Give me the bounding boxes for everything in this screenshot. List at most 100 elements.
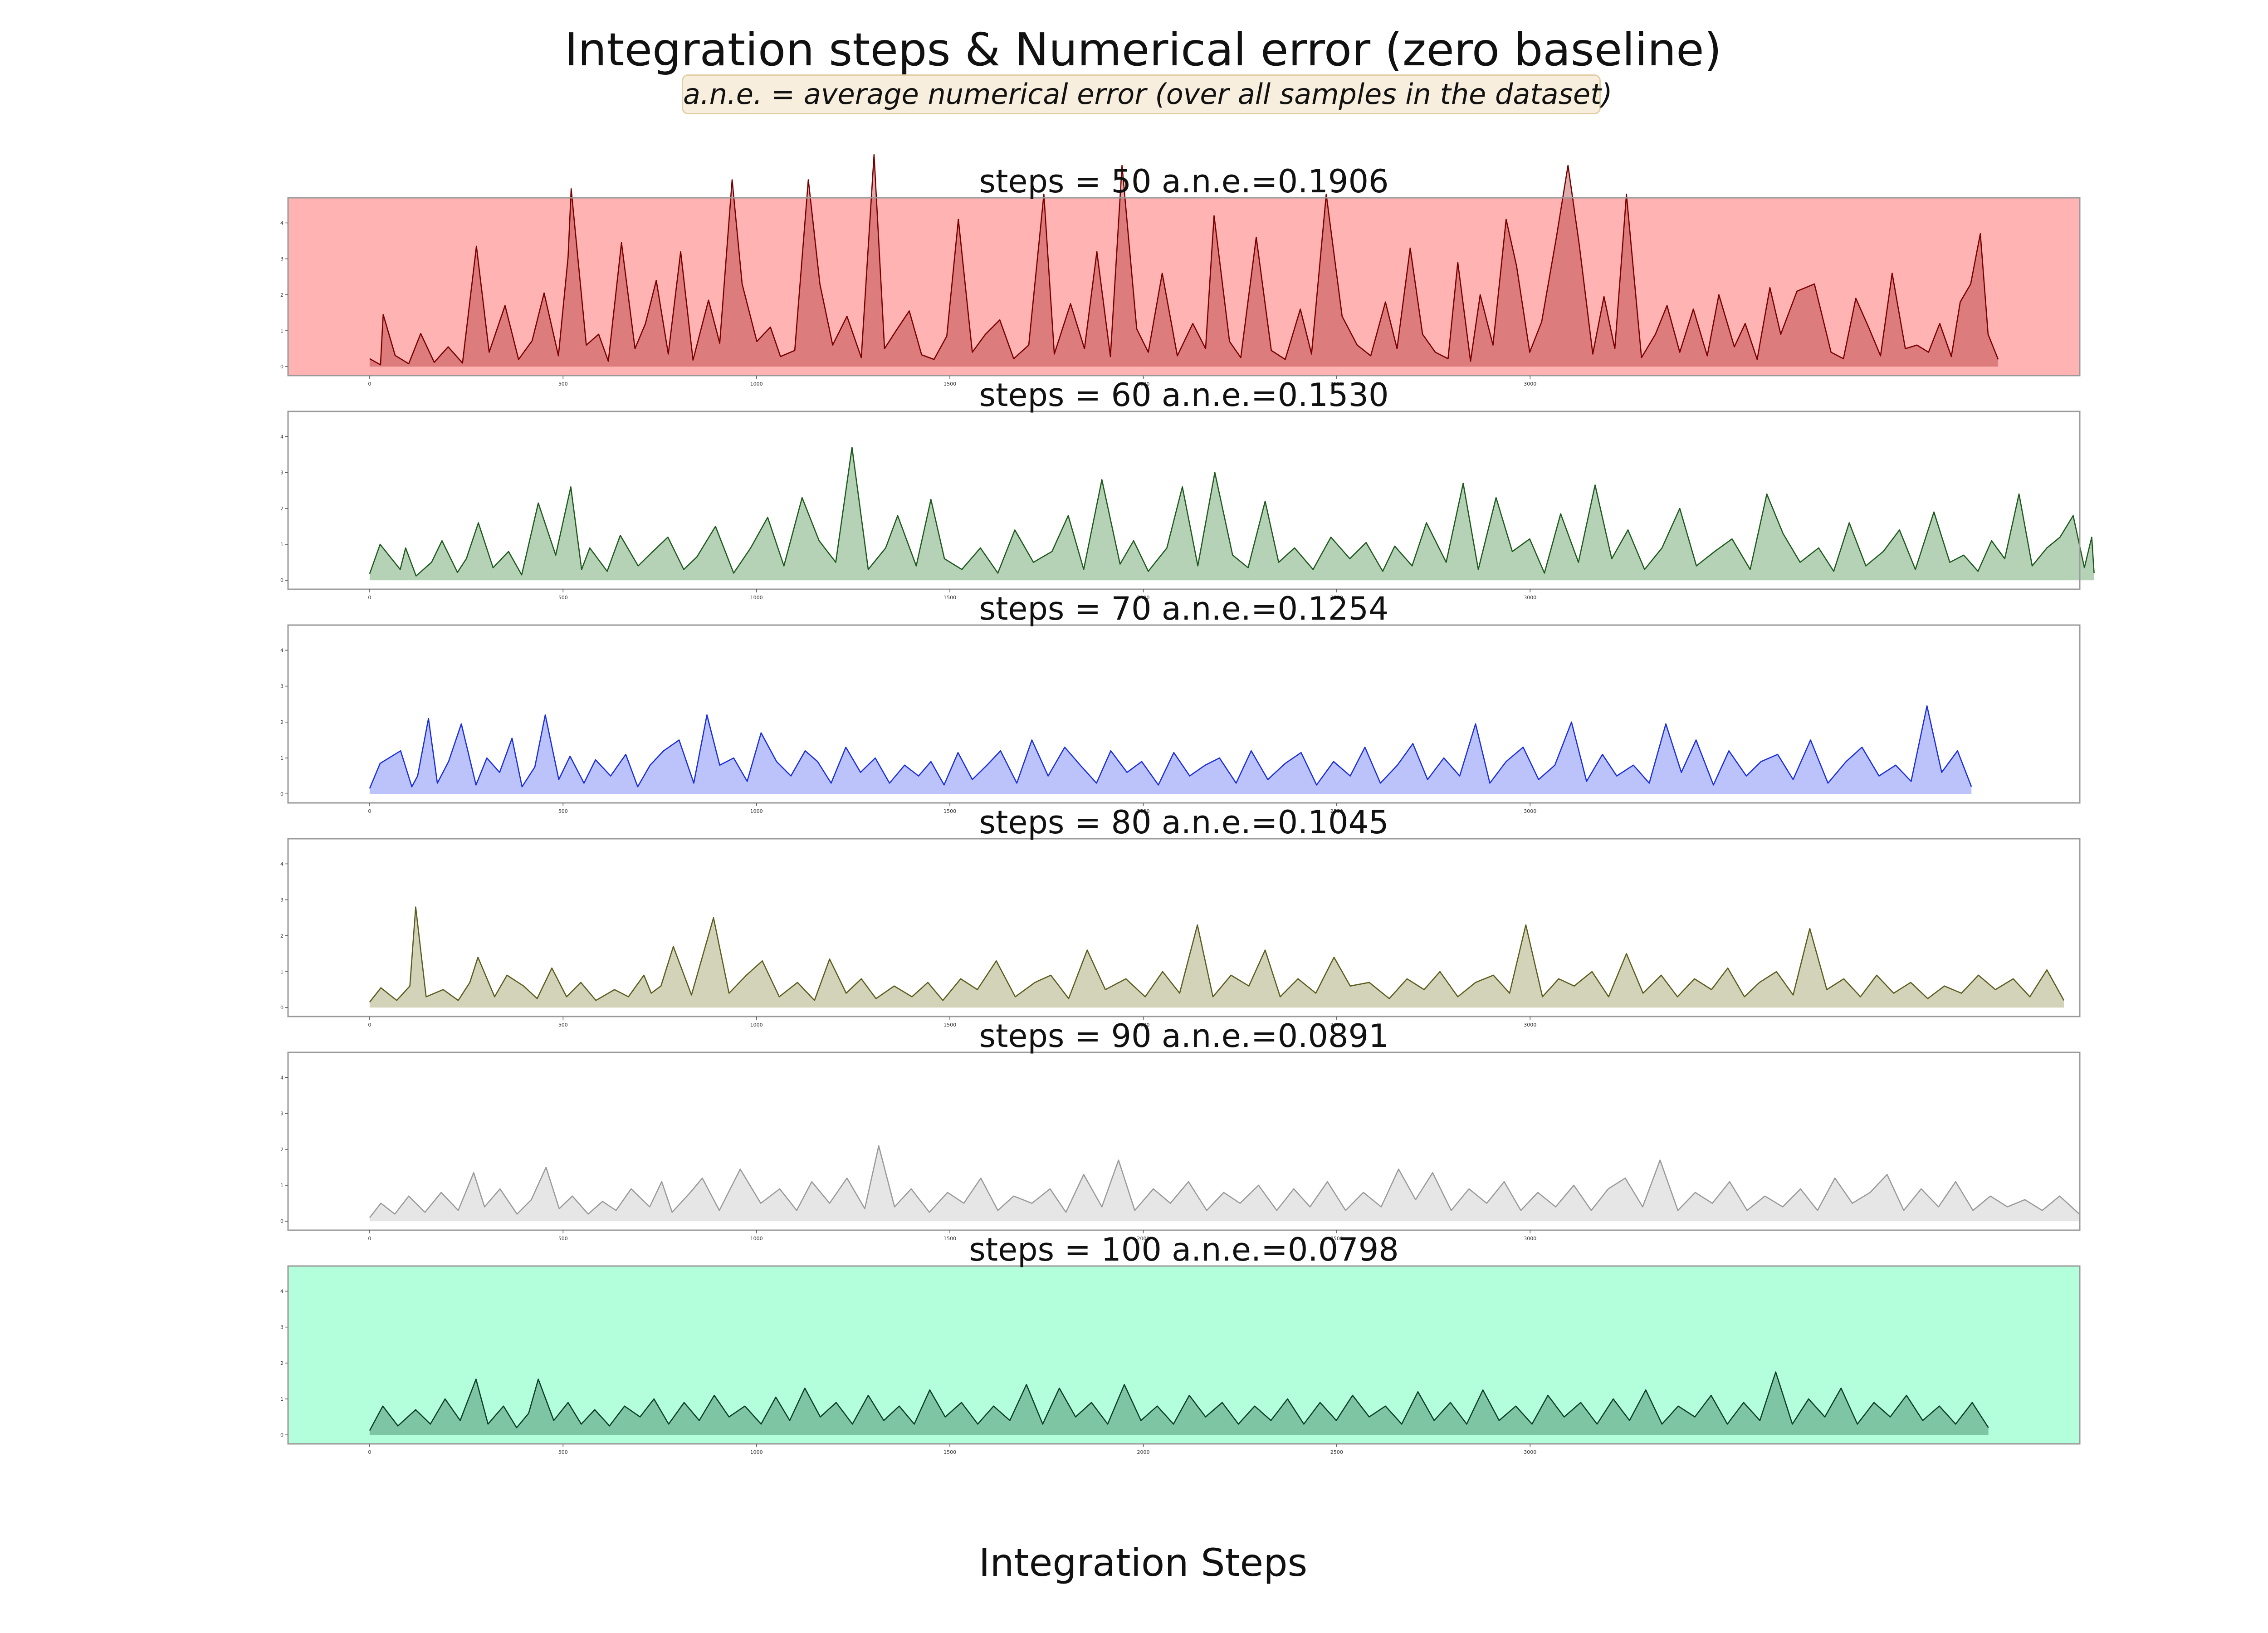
error-line xyxy=(369,1145,2080,1218)
panel-background xyxy=(288,625,2080,803)
y-tick-label: 4 xyxy=(280,1288,284,1294)
x-tick-label: 2000 xyxy=(1137,381,1149,387)
error-area xyxy=(369,1372,1989,1435)
error-area xyxy=(369,907,2064,1008)
y-tick-label: 2 xyxy=(280,1360,284,1366)
error-line xyxy=(369,705,1972,789)
x-tick-label: 0 xyxy=(368,381,371,387)
y-tick-label: 4 xyxy=(280,861,284,867)
panel-title: steps = 70 a.n.e.=0.1254 xyxy=(979,590,1388,627)
error-area xyxy=(369,1145,2080,1222)
panel-background xyxy=(288,1266,2080,1444)
x-tick-label: 3000 xyxy=(1524,1022,1536,1028)
panel-title: steps = 50 a.n.e.=0.1906 xyxy=(979,163,1388,200)
panel-1: 0 500 1000 1500 2000 2500 3000 0 1 2 3 4 steps = 50 … xyxy=(280,154,2081,387)
y-tick-label: 1 xyxy=(280,328,284,334)
y-tick-label: 3 xyxy=(280,1325,284,1330)
x-tick-label: 500 xyxy=(558,808,568,814)
panel-title: steps = 100 a.n.e.=0.0798 xyxy=(969,1231,1399,1268)
figure-x-label: Integration Steps xyxy=(978,1540,1308,1585)
x-tick-label: 2500 xyxy=(1330,1022,1343,1028)
panel-2: 0 500 1000 1500 2000 2500 3000 0 1 2 3 4 steps = 60 … xyxy=(280,376,2095,601)
panel-frame xyxy=(287,1265,2081,1445)
figure-title: Integration steps & Numerical error (zer… xyxy=(564,23,1722,76)
panel-3: 0 500 1000 1500 2000 2500 3000 0 1 2 3 4 steps = 70 … xyxy=(280,590,2081,814)
y-tick-label: 0 xyxy=(280,577,284,583)
panel-background xyxy=(288,839,2080,1017)
x-tick-label: 1500 xyxy=(943,381,956,387)
error-line xyxy=(369,446,2095,577)
x-tick-label: 1500 xyxy=(943,1236,956,1242)
panel-4: 0 500 1000 1500 2000 2500 3000 0 1 2 3 4 steps = 80 … xyxy=(280,804,2081,1028)
panel-title: steps = 90 a.n.e.=0.0891 xyxy=(979,1017,1388,1055)
x-tick-label: 1000 xyxy=(750,808,763,814)
y-tick-label: 1 xyxy=(280,1183,284,1188)
x-tick-label: 0 xyxy=(368,808,371,814)
panel-background xyxy=(288,1052,2080,1230)
x-tick-label: 2000 xyxy=(1137,595,1149,601)
y-tick-label: 3 xyxy=(280,470,284,476)
panel-5: 0 500 1000 1500 2000 2500 3000 0 1 2 3 4 steps = 90 … xyxy=(280,1017,2081,1242)
y-tick-label: 4 xyxy=(280,220,284,226)
x-tick-label: 2000 xyxy=(1137,1022,1149,1028)
x-tick-label: 2500 xyxy=(1330,808,1343,814)
panel-title: steps = 80 a.n.e.=0.1045 xyxy=(979,804,1388,841)
x-tick-label: 2500 xyxy=(1330,1236,1343,1242)
y-tick-label: 1 xyxy=(280,1396,284,1402)
y-tick-label: 0 xyxy=(280,364,284,370)
x-tick-label: 2000 xyxy=(1137,1236,1149,1242)
x-tick-label: 500 xyxy=(558,381,568,387)
x-tick-label: 1000 xyxy=(750,1449,763,1455)
panel-frame xyxy=(287,411,2081,590)
panel-frame xyxy=(287,1051,2081,1231)
panel-background xyxy=(288,411,2080,589)
y-tick-label: 3 xyxy=(280,1111,284,1117)
x-tick-label: 2500 xyxy=(1330,595,1343,601)
x-tick-label: 500 xyxy=(558,1022,568,1028)
x-tick-label: 3000 xyxy=(1524,381,1536,387)
panel-background xyxy=(288,198,2080,376)
y-tick-label: 1 xyxy=(280,969,284,975)
error-area xyxy=(369,706,1972,794)
x-tick-label: 3000 xyxy=(1524,1236,1536,1242)
figure-note: a.n.e. = average numerical error (over a… xyxy=(682,74,1613,114)
x-tick-label: 2500 xyxy=(1330,1449,1343,1455)
x-tick-label: 1500 xyxy=(943,1449,956,1455)
y-tick-label: 1 xyxy=(280,542,284,548)
y-tick-label: 2 xyxy=(280,292,284,298)
x-tick-label: 3000 xyxy=(1524,1449,1536,1455)
x-tick-label: 500 xyxy=(558,595,568,601)
y-tick-label: 2 xyxy=(280,1147,284,1153)
error-area xyxy=(369,155,1999,367)
x-tick-label: 1500 xyxy=(943,1022,956,1028)
y-tick-label: 0 xyxy=(280,1005,284,1011)
x-tick-label: 0 xyxy=(368,1236,371,1242)
panel-frame xyxy=(287,838,2081,1017)
y-tick-label: 3 xyxy=(280,256,284,262)
y-tick-label: 4 xyxy=(280,1075,284,1081)
x-tick-label: 3000 xyxy=(1524,595,1536,601)
panel-6: 0 500 1000 1500 2000 2500 3000 0 1 2 3 4 steps = 100… xyxy=(280,1231,2081,1455)
y-tick-label: 4 xyxy=(280,647,284,653)
panel-frame xyxy=(287,624,2081,804)
y-tick-label: 3 xyxy=(280,897,284,903)
error-line xyxy=(369,906,2065,1003)
y-tick-label: 3 xyxy=(280,684,284,689)
y-tick-label: 4 xyxy=(280,434,284,440)
y-tick-label: 0 xyxy=(280,791,284,797)
x-tick-label: 1500 xyxy=(943,808,956,814)
x-tick-label: 0 xyxy=(368,1022,371,1028)
x-tick-label: 1000 xyxy=(750,1236,763,1242)
x-tick-label: 2000 xyxy=(1137,1449,1149,1455)
y-tick-label: 1 xyxy=(280,755,284,761)
x-tick-label: 2000 xyxy=(1137,808,1149,814)
y-tick-label: 0 xyxy=(280,1432,284,1438)
x-tick-label: 0 xyxy=(368,1449,371,1455)
error-line xyxy=(369,1371,1989,1431)
x-tick-label: 1000 xyxy=(750,1022,763,1028)
x-tick-label: 1500 xyxy=(943,595,956,601)
x-tick-label: 2500 xyxy=(1330,381,1343,387)
x-tick-label: 1000 xyxy=(750,381,763,387)
x-tick-label: 3000 xyxy=(1524,808,1536,814)
